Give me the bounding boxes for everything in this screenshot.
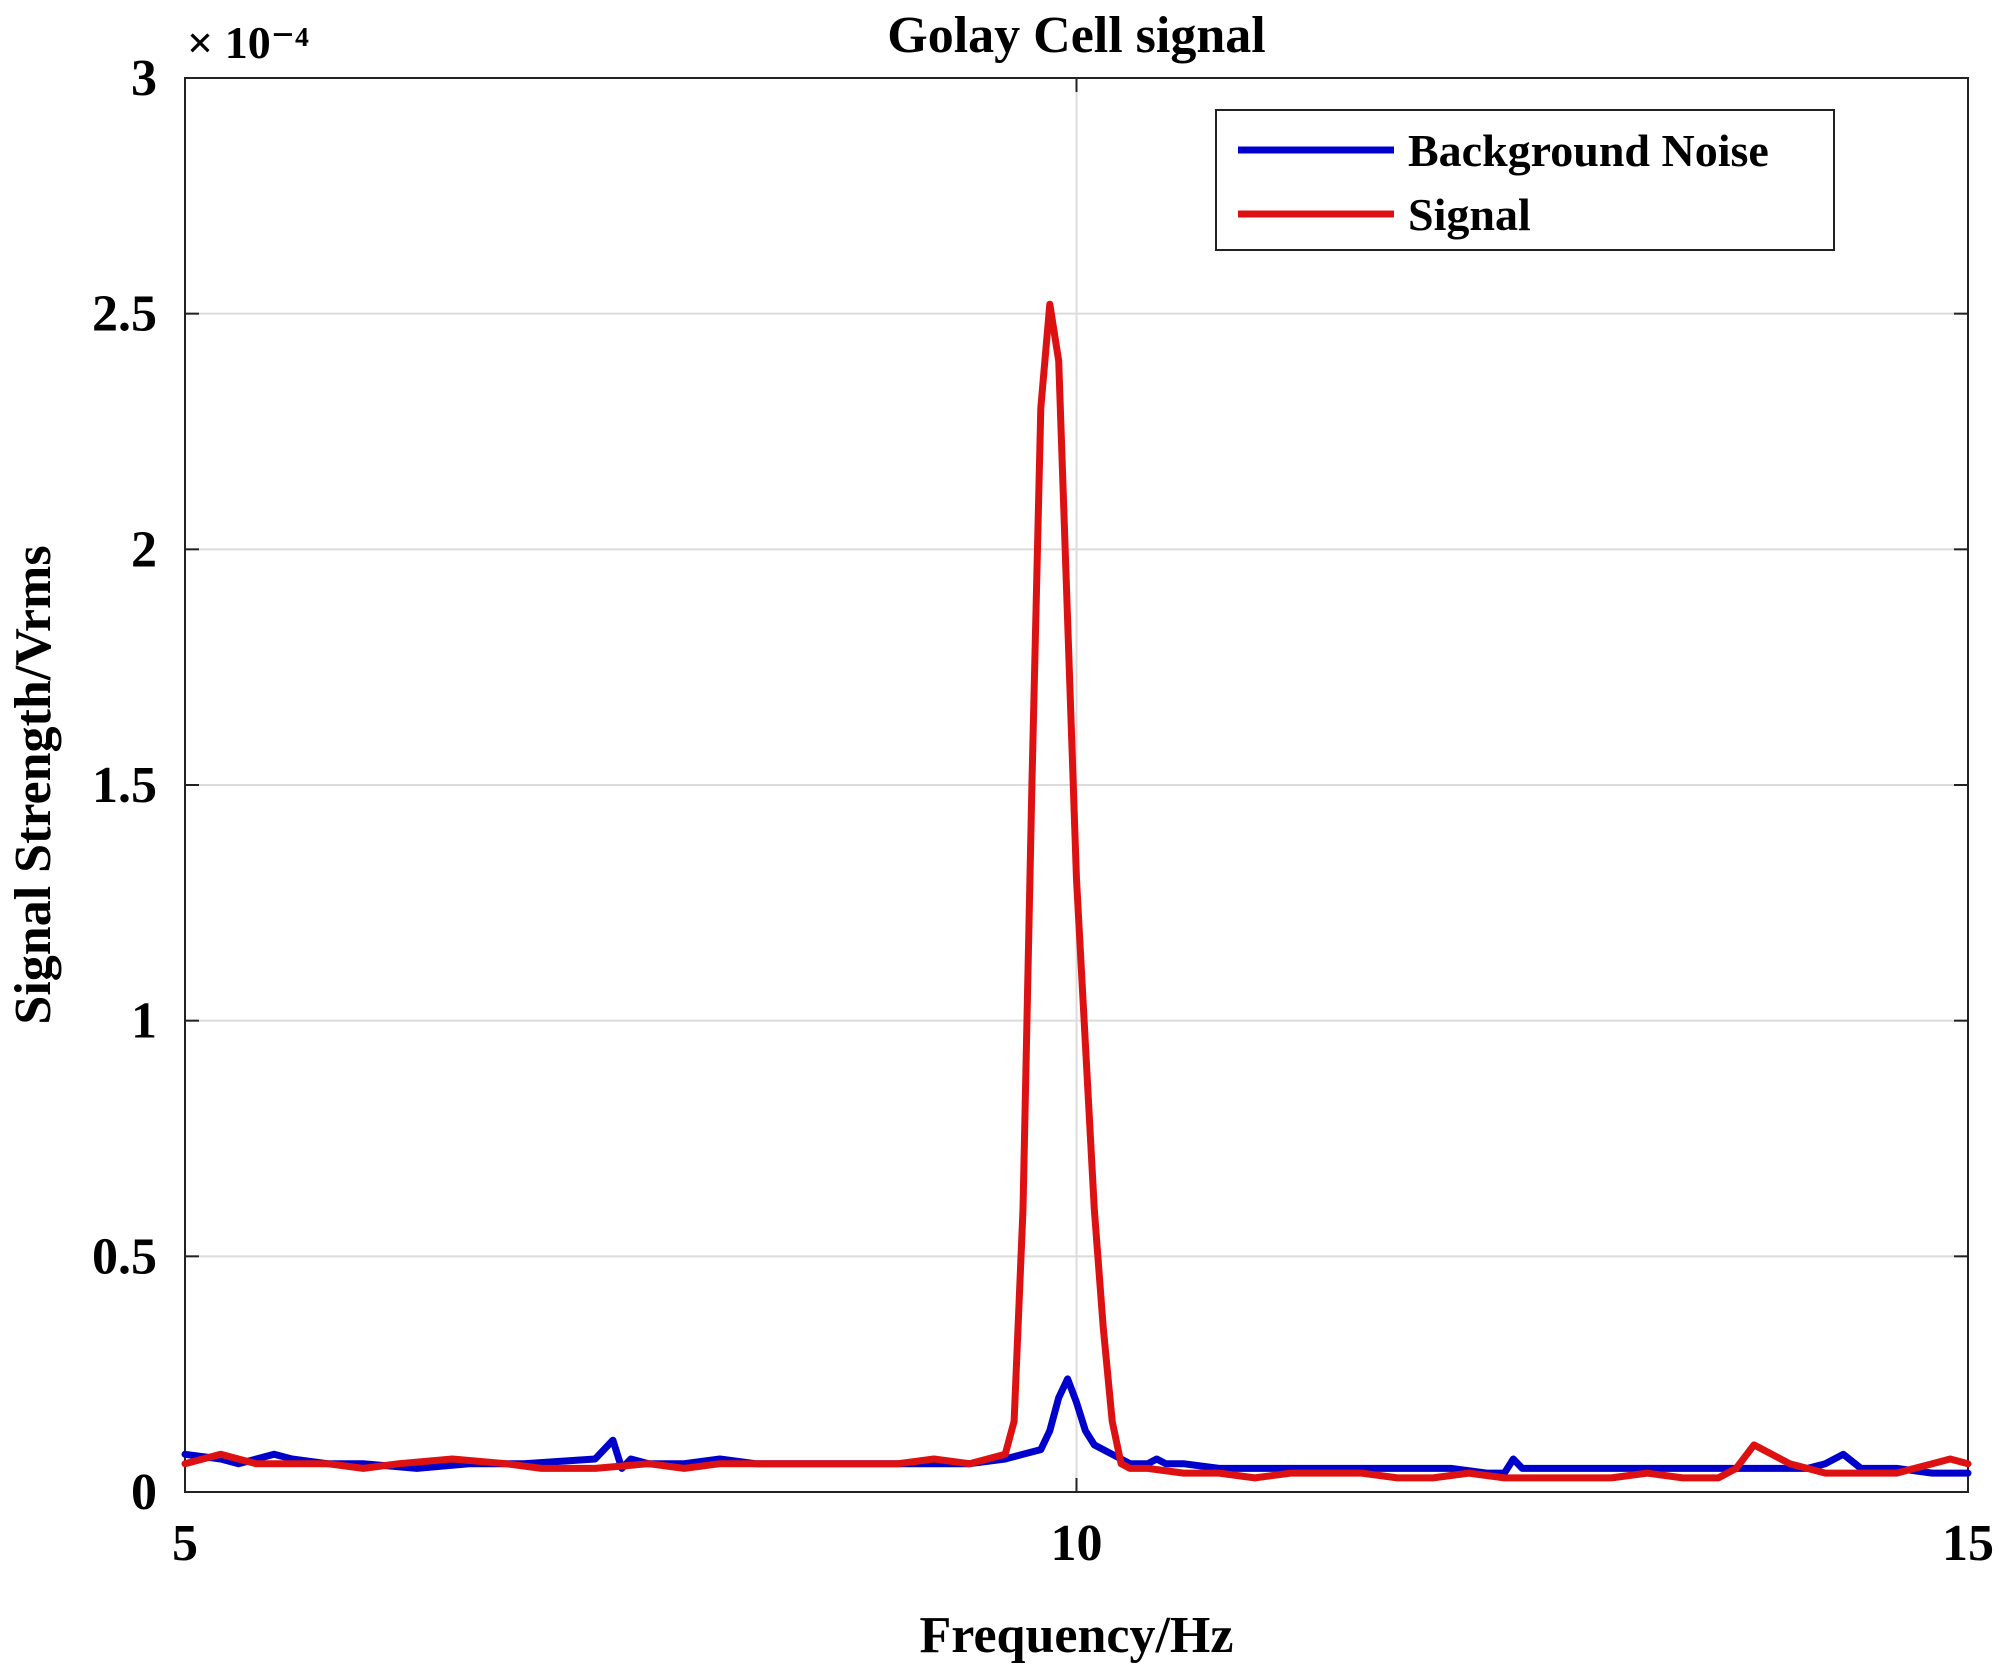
series-line-signal (181, 300, 1972, 1482)
y-tick-label: 0 (131, 1464, 157, 1521)
series (181, 300, 1972, 1482)
y-tick-label: 3 (131, 50, 157, 107)
y-tick-label: 2 (131, 521, 157, 578)
series-line-background-noise (181, 1375, 1972, 1477)
x-tick-label: 10 (1051, 1515, 1103, 1572)
y-tick-label: 2.5 (92, 286, 157, 343)
x-axis-title: Frequency/Hz (920, 1607, 1234, 1664)
y-tick-label: 0.5 (92, 1228, 157, 1285)
legend-label-signal: Signal (1408, 189, 1531, 240)
legend-label-background-noise: Background Noise (1408, 125, 1769, 176)
axis-ticks: 0 0.5 1 1.5 2 2.5 3 5 10 15 (92, 50, 1994, 1572)
x-tick-label: 15 (1942, 1515, 1994, 1572)
legend-box (1215, 109, 1835, 251)
y-axis-title: Signal Strength/Vrms (5, 545, 62, 1024)
y-tick-label: 1 (131, 993, 157, 1050)
legend: Background Noise Signal (1215, 109, 1835, 251)
y-tick-label: 1.5 (92, 757, 157, 814)
chart-title: Golay Cell signal (887, 7, 1265, 64)
x-tick-label: 5 (172, 1515, 198, 1572)
y-exponent-label: × 10⁻⁴ (187, 17, 309, 68)
